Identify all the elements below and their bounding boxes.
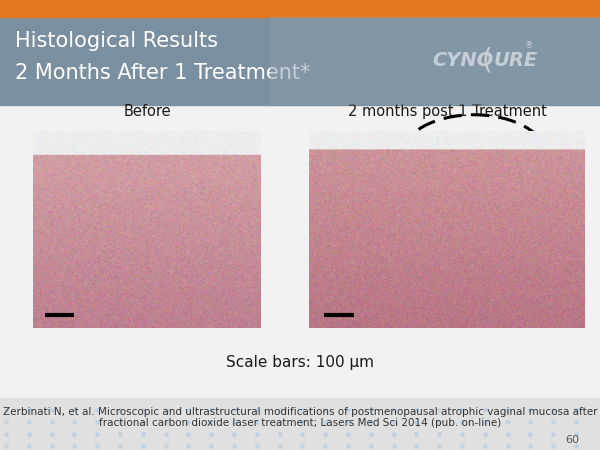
Text: 2 months post 1 Treatment: 2 months post 1 Treatment (347, 104, 547, 119)
Text: 2 Months After 1 Treatment*: 2 Months After 1 Treatment* (15, 63, 310, 83)
Text: Scale bars: 100 μm: Scale bars: 100 μm (226, 355, 374, 370)
Bar (0, 398, 600, 450)
Text: CYNO: CYNO (432, 51, 493, 71)
Bar (0, 0, 600, 17)
Text: ®: ® (525, 41, 533, 50)
Text: Before: Before (123, 104, 171, 119)
Bar (0, 17, 600, 105)
Bar (0, 105, 600, 398)
Text: 60: 60 (565, 435, 579, 445)
Text: Zerbinati N, et al. Microscopic and ultrastructural modifications of postmenopau: Zerbinati N, et al. Microscopic and ultr… (3, 407, 597, 428)
Text: URE: URE (494, 51, 538, 71)
Text: Histological Results: Histological Results (15, 31, 218, 50)
Text: (: ( (481, 46, 492, 74)
